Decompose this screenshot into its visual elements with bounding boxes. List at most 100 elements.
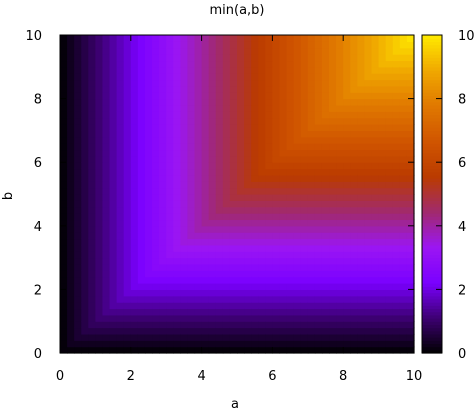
heatmap-cell (95, 251, 104, 259)
heatmap-cell (60, 251, 68, 259)
heatmap-cell (300, 302, 309, 310)
heatmap-cell (137, 289, 146, 297)
heatmap-cell (279, 219, 288, 227)
heatmap-cell (152, 143, 160, 151)
heatmap-cell (222, 346, 231, 354)
heatmap-cell (329, 194, 337, 201)
heatmap-cell (201, 111, 210, 119)
heatmap-cell (144, 143, 153, 151)
heatmap-cell (201, 295, 210, 303)
heatmap-cell (194, 136, 203, 144)
heatmap-cell (109, 308, 118, 316)
heatmap-cell (144, 98, 153, 106)
heatmap-cell (95, 327, 104, 335)
heatmap-cell (336, 41, 344, 49)
heatmap-cell (229, 225, 238, 233)
heatmap-cell (293, 333, 302, 341)
heatmap-cell (88, 85, 96, 93)
heatmap-cell (229, 130, 238, 138)
heatmap-cell (244, 136, 252, 144)
colorbar-segment (422, 85, 442, 90)
heatmap-cell (371, 225, 380, 233)
heatmap-cell (300, 41, 309, 49)
colorbar-segment (422, 187, 442, 192)
heatmap-cell (392, 333, 401, 341)
heatmap-cell (350, 244, 358, 252)
heatmap-cell (321, 47, 330, 55)
heatmap-cell (272, 232, 281, 240)
heatmap-cell (350, 117, 358, 125)
heatmap-cell (350, 270, 358, 278)
heatmap-cell (371, 308, 380, 316)
heatmap-cell (208, 321, 217, 329)
heatmap-cell (371, 155, 380, 163)
heatmap-cell (251, 244, 259, 252)
heatmap-cell (336, 111, 344, 119)
heatmap-cell (130, 47, 139, 55)
heatmap-cell (74, 187, 82, 195)
heatmap-cell (130, 340, 139, 348)
heatmap-cell (215, 346, 224, 354)
heatmap-cell (314, 60, 323, 68)
heatmap-cell (392, 283, 401, 290)
heatmap-cell (307, 41, 316, 49)
heatmap-cell (237, 85, 245, 93)
heatmap-cell (215, 276, 224, 284)
heatmap-cell (201, 327, 210, 335)
heatmap-cell (392, 187, 401, 195)
heatmap-cell (173, 117, 181, 125)
heatmap-cell (279, 321, 288, 329)
heatmap-cell (123, 321, 132, 329)
heatmap-cell (343, 225, 351, 233)
heatmap-cell (173, 346, 181, 354)
heatmap-cell (385, 73, 394, 81)
heatmap-cell (329, 73, 337, 81)
heatmap-cell (194, 206, 203, 214)
heatmap-cell (116, 321, 125, 329)
heatmap-cell (201, 136, 210, 144)
heatmap-cell (364, 104, 373, 112)
heatmap-cell (109, 117, 118, 125)
heatmap-cell (343, 168, 351, 176)
heatmap-cell (279, 85, 288, 93)
heatmap-cell (88, 295, 96, 303)
heatmap-cell (201, 283, 210, 290)
heatmap-cell (293, 232, 302, 240)
heatmap-cell (137, 194, 146, 201)
heatmap-cell (166, 187, 174, 195)
heatmap-cell (286, 104, 295, 112)
heatmap-cell (364, 276, 373, 284)
heatmap-cell (166, 92, 174, 100)
heatmap-cell (222, 92, 231, 100)
heatmap-cell (265, 73, 273, 81)
heatmap-cell (399, 232, 408, 240)
heatmap-cell (74, 41, 82, 49)
heatmap-cell (60, 327, 68, 335)
heatmap-cell (123, 174, 132, 182)
heatmap-cell (336, 263, 344, 271)
heatmap-cell (173, 181, 181, 189)
heatmap-cell (123, 340, 132, 348)
heatmap-cell (286, 213, 295, 221)
heatmap-cell (95, 314, 104, 322)
heatmap-cell (102, 232, 111, 240)
colorbar-segment (422, 57, 442, 62)
heatmap-cell (144, 92, 153, 100)
heatmap-cell (81, 73, 89, 81)
heatmap-cell (222, 276, 231, 284)
heatmap-cell (314, 117, 323, 125)
heatmap-cell (251, 143, 259, 151)
heatmap-cell (130, 276, 139, 284)
heatmap-cell (208, 340, 217, 348)
heatmap-cell (215, 314, 224, 322)
heatmap-cell (378, 276, 387, 284)
heatmap-cell (385, 276, 394, 284)
heatmap-cell (314, 174, 323, 182)
heatmap-cell (60, 257, 68, 265)
heatmap-cell (81, 200, 89, 208)
heatmap-cell (102, 283, 111, 290)
heatmap-cell (123, 162, 132, 170)
heatmap-cell (166, 194, 174, 201)
heatmap-cell (152, 73, 160, 81)
